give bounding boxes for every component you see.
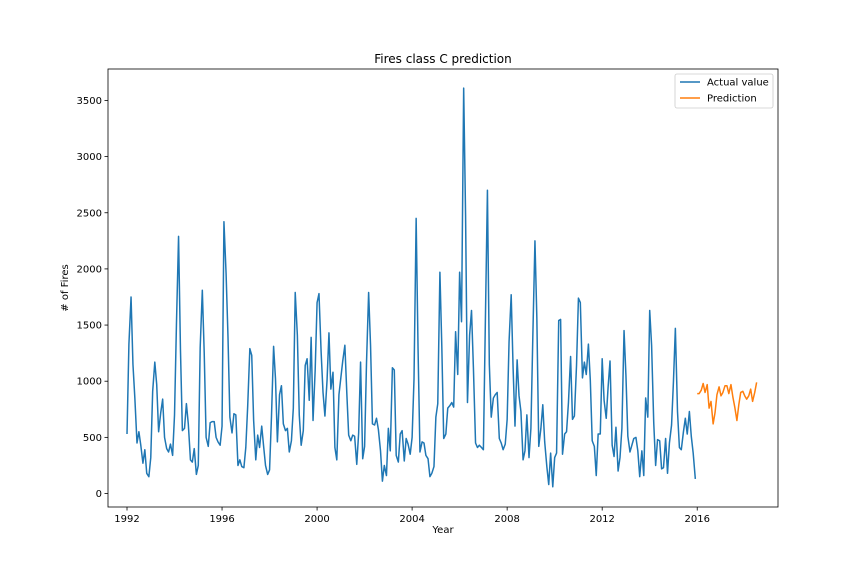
x-tick-label: 2012 <box>589 514 614 525</box>
x-tick-label: 2000 <box>304 514 329 525</box>
chart-title: Fires class C prediction <box>374 52 511 66</box>
y-tick-label: 0 <box>96 489 102 500</box>
y-axis-label: # of Fires <box>60 264 71 311</box>
y-tick-label: 3000 <box>77 152 102 163</box>
y-tick-label: 2500 <box>77 208 102 219</box>
legend-label-actual: Actual value <box>707 78 769 89</box>
y-tick-label: 1500 <box>77 321 102 332</box>
x-tick-label: 2008 <box>494 514 519 525</box>
y-tick-label: 500 <box>83 433 102 444</box>
y-tick-label: 1000 <box>77 377 102 388</box>
y-tick-label: 3500 <box>77 96 102 107</box>
series-line-actual <box>126 87 697 488</box>
x-tick-label: 2016 <box>684 514 709 525</box>
y-tick-label: 2000 <box>77 264 102 275</box>
series-line-prediction <box>697 382 758 425</box>
y-axis: 0 500 1000 1500 2000 2500 3000 3500 <box>77 96 108 500</box>
x-tick-label: 1996 <box>209 514 234 525</box>
x-tick-label: 1992 <box>114 514 139 525</box>
x-axis: 1992 1996 2000 2004 2008 2012 2016 <box>114 507 710 525</box>
legend: Actual value Prediction <box>674 73 774 109</box>
series-layer <box>126 87 758 488</box>
x-axis-label: Year <box>431 525 454 536</box>
x-tick-label: 2004 <box>399 514 424 525</box>
legend-label-prediction: Prediction <box>707 94 757 105</box>
